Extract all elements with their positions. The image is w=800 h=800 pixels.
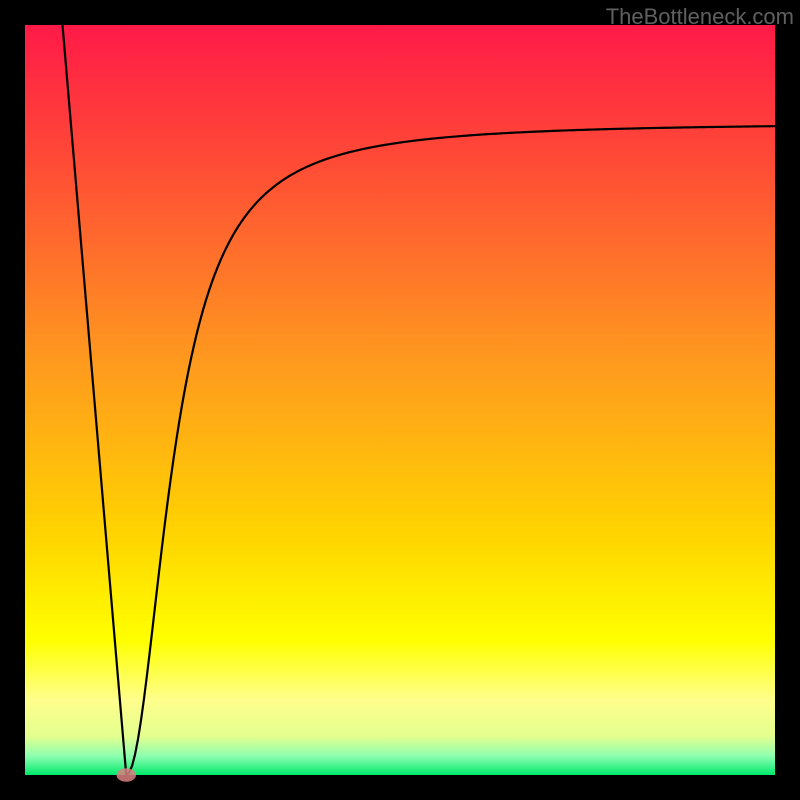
chart-container: TheBottleneck.com — [0, 0, 800, 800]
bottleneck-chart — [0, 0, 800, 800]
plot-background — [25, 25, 775, 775]
minimum-marker — [117, 768, 137, 782]
watermark-text: TheBottleneck.com — [606, 4, 794, 30]
